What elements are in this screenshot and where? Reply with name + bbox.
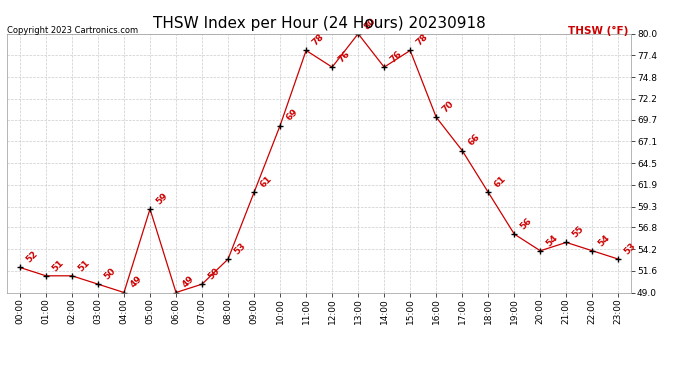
Text: 54: 54 (596, 233, 612, 248)
Text: 50: 50 (102, 266, 117, 281)
Text: 55: 55 (571, 225, 586, 240)
Text: 59: 59 (154, 191, 170, 206)
Text: THSW (°F): THSW (°F) (567, 26, 628, 36)
Text: 66: 66 (466, 133, 482, 148)
Text: 76: 76 (388, 49, 404, 64)
Text: 51: 51 (76, 258, 91, 273)
Title: THSW Index per Hour (24 Hours) 20230918: THSW Index per Hour (24 Hours) 20230918 (152, 16, 486, 31)
Text: 70: 70 (440, 99, 455, 114)
Text: 49: 49 (128, 274, 144, 290)
Text: 78: 78 (310, 32, 326, 48)
Text: 50: 50 (206, 266, 221, 281)
Text: 69: 69 (284, 108, 299, 123)
Text: 78: 78 (415, 32, 430, 48)
Text: 53: 53 (233, 241, 248, 256)
Text: 53: 53 (622, 241, 638, 256)
Text: 56: 56 (518, 216, 533, 231)
Text: Copyright 2023 Cartronics.com: Copyright 2023 Cartronics.com (7, 26, 138, 35)
Text: 52: 52 (24, 249, 39, 265)
Text: 54: 54 (544, 233, 560, 248)
Text: 51: 51 (50, 258, 66, 273)
Text: 76: 76 (336, 49, 352, 64)
Text: 49: 49 (180, 274, 195, 290)
Text: 61: 61 (258, 174, 273, 189)
Text: 80: 80 (362, 16, 377, 31)
Text: 61: 61 (493, 174, 508, 189)
